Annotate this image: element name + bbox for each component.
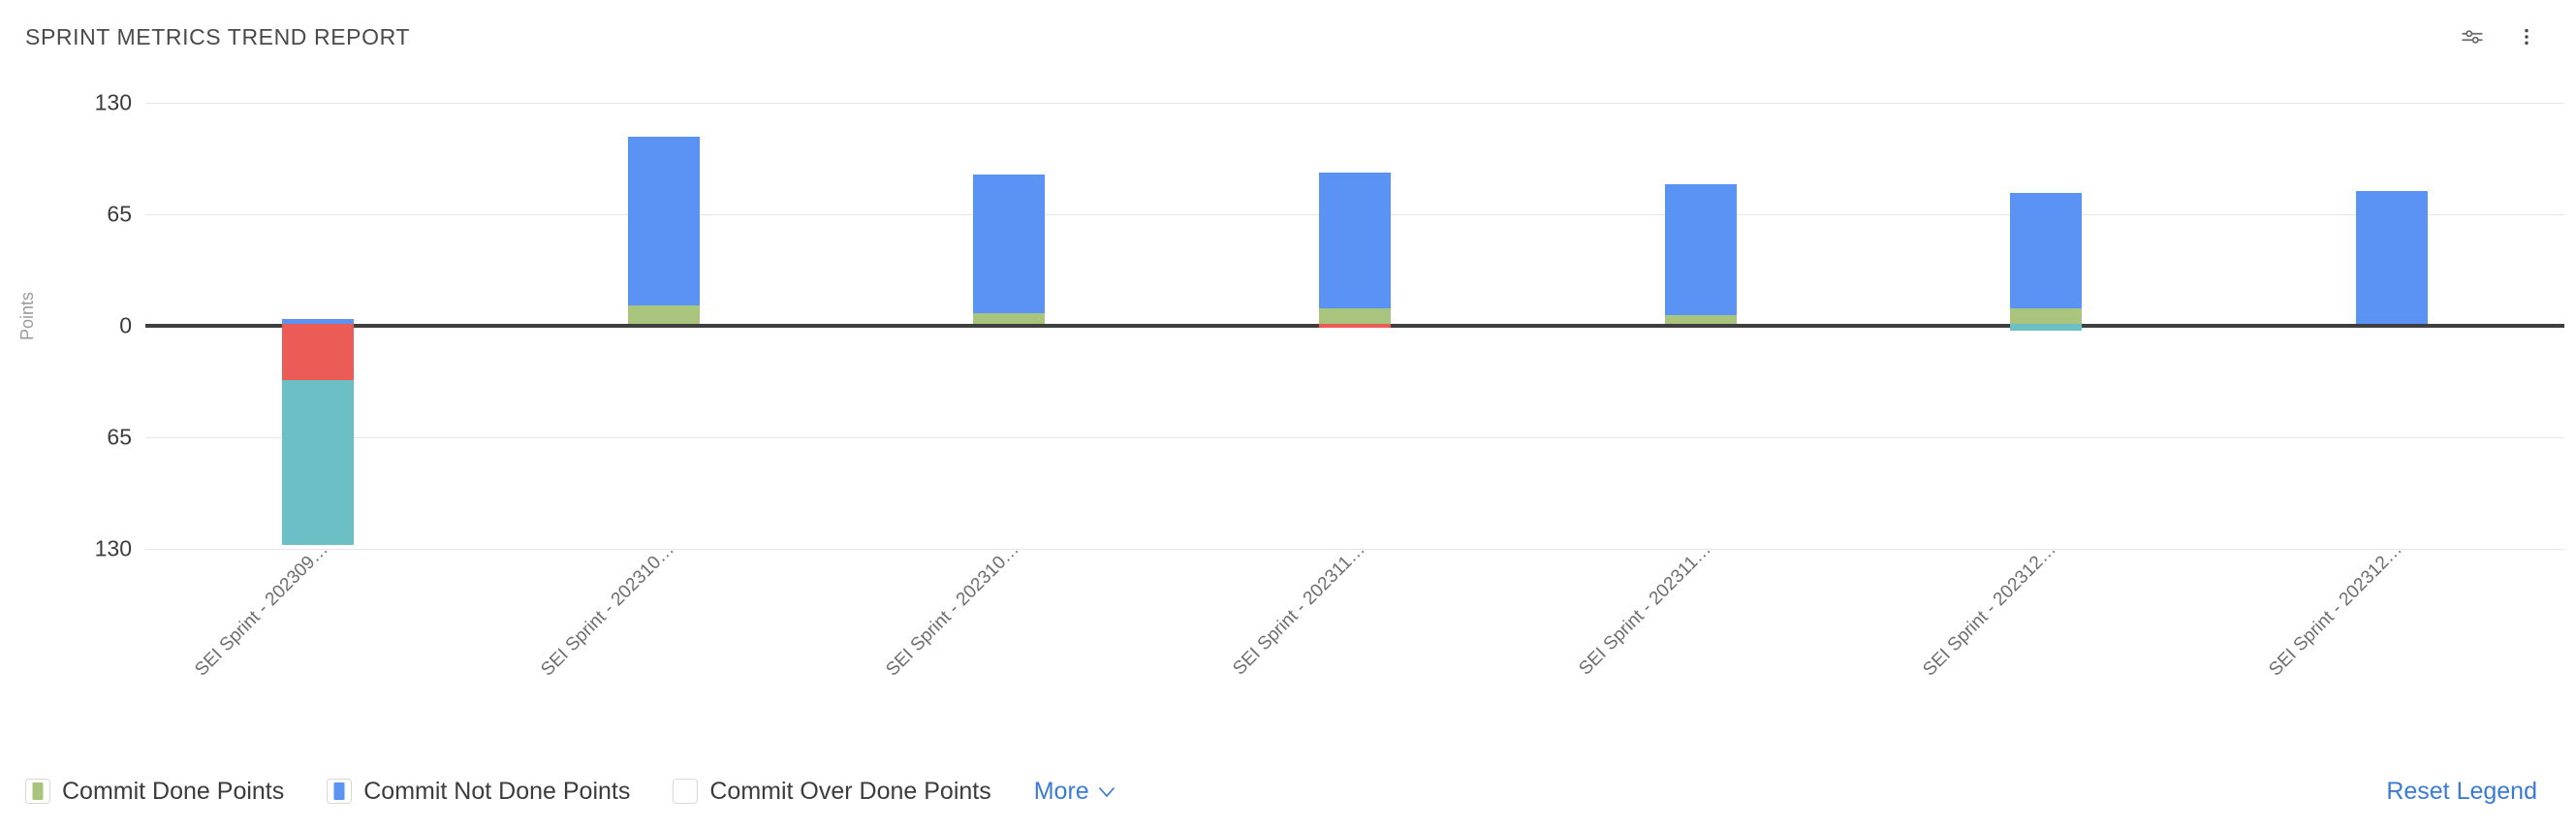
bar-group[interactable] — [836, 74, 1182, 520]
legend-item-label: Commit Not Done Points — [363, 777, 631, 805]
x-label-slot: SEI Sprint - 202311… — [1182, 529, 1528, 743]
legend-swatch[interactable] — [673, 779, 699, 804]
bar-segment[interactable] — [1664, 315, 1737, 324]
y-tick-label: 65 — [107, 424, 132, 450]
bar-segment[interactable] — [282, 379, 355, 545]
legend-item[interactable]: Commit Done Points — [25, 778, 284, 806]
legend-more-label: More — [1033, 777, 1089, 805]
bar-stack[interactable] — [627, 74, 700, 520]
legend: Commit Done Points Commit Not Done Points… — [0, 752, 2576, 830]
gridline — [145, 103, 2564, 104]
x-label-slot: SEI Sprint - 202310… — [491, 529, 837, 743]
legend-swatch[interactable] — [327, 779, 353, 804]
y-tick-label: 130 — [94, 535, 132, 561]
legend-item[interactable]: Commit Over Done Points — [673, 777, 991, 806]
bar-series-container — [145, 74, 2564, 545]
bar-segment[interactable] — [2010, 324, 2083, 331]
bar-segment[interactable] — [1319, 308, 1392, 324]
bar-segment[interactable] — [2010, 308, 2083, 324]
bar-stack[interactable] — [1664, 74, 1737, 520]
chart-area: Points 130 65 0 65 130 SEI Sprint - 2023… — [0, 74, 2576, 752]
x-label-slot: SEI Sprint - 202310… — [836, 529, 1182, 743]
x-label-slot: SEI Sprint - 202312… — [2218, 529, 2564, 743]
y-tick-label: 130 — [94, 89, 132, 115]
legend-item-label: Commit Done Points — [62, 777, 285, 805]
x-axis-tick-label: SEI Sprint - 202311… — [1574, 539, 1715, 680]
bar-stack[interactable] — [973, 74, 1046, 520]
x-axis-tick-label: SEI Sprint - 202310… — [537, 539, 678, 681]
x-axis-tick-label: SEI Sprint - 202312… — [1919, 539, 2061, 681]
legend-items: Commit Done Points Commit Not Done Points… — [25, 778, 1034, 806]
x-label-slot: SEI Sprint - 202312… — [1873, 529, 2219, 743]
legend-more-button[interactable]: More — [1034, 778, 1116, 806]
x-axis-tick-label: SEI Sprint - 202310… — [882, 539, 1024, 681]
bar-group[interactable] — [1182, 74, 1528, 520]
gridline — [145, 437, 2564, 438]
bar-segment[interactable] — [973, 174, 1046, 314]
bar-segment[interactable] — [1319, 324, 1392, 328]
y-tick-label: 0 — [119, 312, 132, 338]
bar-segment[interactable] — [2010, 192, 2083, 309]
bar-group[interactable] — [1873, 74, 2219, 520]
bar-stack[interactable] — [1319, 74, 1392, 520]
bar-segment[interactable] — [282, 324, 355, 380]
bar-group[interactable] — [491, 74, 837, 520]
page-title: SPRINT METRICS TREND REPORT — [25, 23, 411, 49]
bar-group[interactable] — [145, 74, 491, 545]
bar-stack[interactable] — [2355, 74, 2428, 520]
bar-group[interactable] — [1527, 74, 1873, 520]
sliders-icon[interactable] — [2456, 20, 2489, 53]
bar-stack[interactable] — [282, 74, 355, 545]
bar-segment[interactable] — [973, 313, 1046, 324]
gridline — [145, 549, 2564, 550]
reset-legend-button[interactable]: Reset Legend — [2386, 777, 2537, 805]
header-actions — [2456, 20, 2553, 53]
bar-group[interactable] — [2218, 74, 2564, 520]
card-header: SPRINT METRICS TREND REPORT — [0, 0, 2576, 74]
legend-item[interactable]: Commit Not Done Points — [327, 778, 630, 806]
bar-segment[interactable] — [1319, 172, 1392, 309]
bar-segment[interactable] — [1664, 184, 1737, 316]
bar-segment[interactable] — [2355, 191, 2428, 324]
x-label-slot: SEI Sprint - 202309… — [145, 529, 491, 743]
legend-swatch[interactable] — [25, 779, 50, 804]
x-axis-tick-label: SEI Sprint - 202311… — [1229, 539, 1369, 680]
chevron-down-icon — [1097, 778, 1116, 806]
legend-item-label: Commit Over Done Points — [709, 777, 991, 805]
bar-stack[interactable] — [2010, 74, 2083, 520]
bar-segment[interactable] — [627, 304, 700, 324]
more-vertical-icon[interactable] — [2510, 20, 2543, 53]
x-axis-tick-label: SEI Sprint - 202309… — [191, 539, 333, 681]
x-axis-labels: SEI Sprint - 202309… SEI Sprint - 202310…… — [145, 529, 2564, 743]
x-axis-tick-label: SEI Sprint - 202312… — [2265, 539, 2406, 681]
bar-segment[interactable] — [627, 137, 700, 305]
y-tick-label: 65 — [107, 201, 132, 227]
plot-canvas — [145, 74, 2564, 550]
y-axis: 130 65 0 65 130 — [0, 74, 145, 752]
bar-segment[interactable] — [282, 318, 355, 324]
x-label-slot: SEI Sprint - 202311… — [1527, 529, 1873, 743]
